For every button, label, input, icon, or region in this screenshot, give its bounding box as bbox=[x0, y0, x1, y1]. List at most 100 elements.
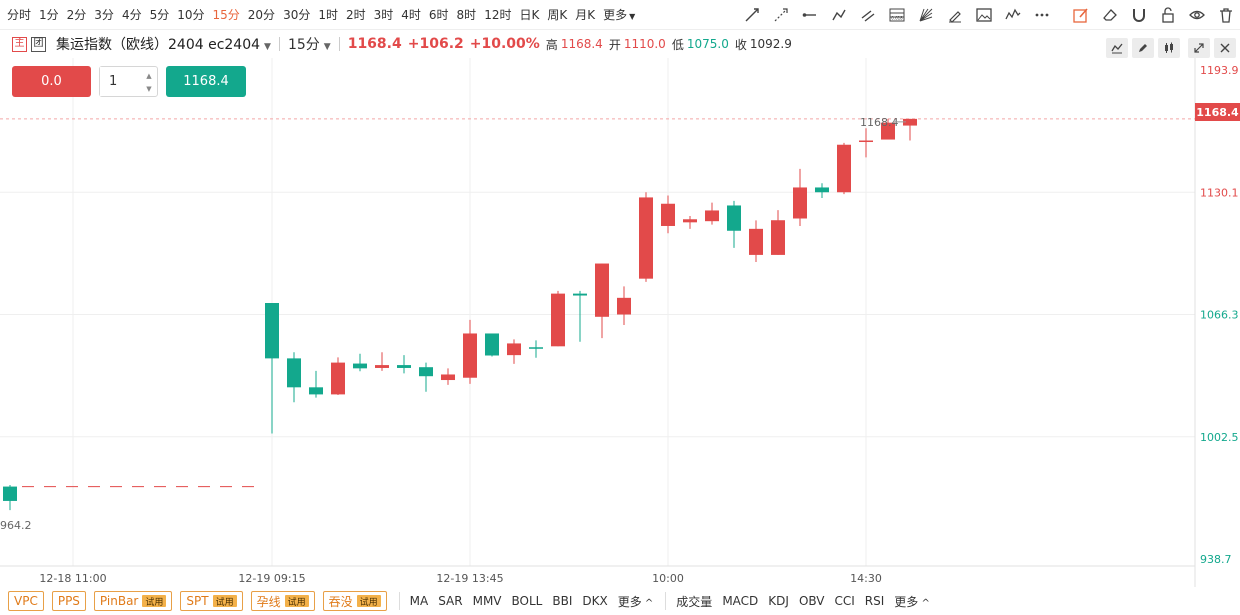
main-indicator-0[interactable]: MA bbox=[409, 594, 429, 608]
timeframe-7[interactable]: 15分 bbox=[212, 8, 240, 22]
timeframe-toolbar: 分时 1分 2分 3分 4分 5分 10分 15分 20分 30分 1时 2时 3时 4时 6时 8时 12时日… bbox=[0, 0, 1240, 30]
fullscreen-icon[interactable] bbox=[1188, 38, 1210, 58]
time-tick-label: 14:30 bbox=[850, 572, 882, 585]
signal-tag-吞没[interactable]: 吞没 试用 bbox=[322, 591, 387, 611]
candle-body bbox=[793, 187, 807, 219]
more-dots-icon[interactable] bbox=[1027, 0, 1056, 30]
drawing-tools: 0.618 bbox=[737, 0, 1240, 30]
time-tick-label: 12-19 09:15 bbox=[238, 572, 305, 585]
image-icon[interactable] bbox=[969, 0, 998, 30]
sub-indicator-1[interactable]: MACD bbox=[722, 594, 759, 608]
polyline-icon[interactable] bbox=[824, 0, 853, 30]
main-indicator-2[interactable]: MMV bbox=[472, 594, 502, 608]
chart-settings-icons bbox=[1102, 38, 1236, 58]
chevron-down-icon: ▼ bbox=[629, 12, 636, 21]
candle-style-icon[interactable] bbox=[1158, 38, 1180, 58]
increment-icon[interactable]: ▲ bbox=[146, 71, 152, 80]
timeframe-1[interactable]: 1分 bbox=[39, 8, 59, 22]
sell-button[interactable]: 0.0 bbox=[12, 66, 91, 97]
timeframe-18[interactable]: 周K bbox=[547, 8, 568, 22]
timeframe-2[interactable]: 2分 bbox=[66, 8, 87, 22]
signal-tag-pinbar[interactable]: PinBar 试用 bbox=[93, 591, 173, 611]
quantity-input[interactable] bbox=[100, 67, 140, 96]
candle-body bbox=[771, 220, 785, 255]
candle-body bbox=[441, 374, 455, 381]
sub-indicator-4[interactable]: CCI bbox=[834, 594, 855, 608]
eraser-icon[interactable] bbox=[1095, 0, 1124, 30]
sub-indicator-3[interactable]: OBV bbox=[798, 594, 825, 608]
timeframe-5[interactable]: 5分 bbox=[149, 8, 170, 22]
signal-tag-label: VPC bbox=[14, 594, 38, 608]
trendline-icon[interactable] bbox=[737, 0, 766, 30]
price-axis bbox=[1195, 58, 1240, 587]
timeframe-4[interactable]: 4分 bbox=[121, 8, 142, 22]
main-indicator-3[interactable]: BOLL bbox=[511, 594, 543, 608]
candlestick-chart[interactable]: 1193.9 1130.1 1066.3 1002.5 938.7 12-18 11:00… bbox=[0, 58, 1240, 587]
high-annotation: 1168.4 bbox=[860, 116, 899, 129]
symbol-selector[interactable]: 集运指数（欧线）2404 ec2404 ▼ bbox=[56, 34, 271, 54]
indicator-icon[interactable] bbox=[1106, 38, 1128, 58]
channel-icon[interactable] bbox=[853, 0, 882, 30]
timeframe-3[interactable]: 3分 bbox=[94, 8, 114, 22]
horizontal-segment-icon[interactable] bbox=[795, 0, 824, 30]
candle-body bbox=[265, 303, 279, 359]
timeframe-8[interactable]: 20分 bbox=[247, 8, 276, 22]
lock-icon[interactable] bbox=[1153, 0, 1182, 30]
timeframe-17[interactable]: 日K bbox=[519, 8, 540, 22]
timeframe-0[interactable]: 分时 bbox=[7, 8, 32, 22]
candle-body bbox=[463, 333, 477, 378]
wave-icon[interactable] bbox=[998, 0, 1027, 30]
main-indicator-6[interactable]: 更多 ^ bbox=[617, 594, 654, 609]
price-change-pct: +10.00% bbox=[469, 36, 540, 52]
fan-icon[interactable] bbox=[911, 0, 940, 30]
timeframe-6[interactable]: 10分 bbox=[177, 8, 205, 22]
main-indicator-1[interactable]: SAR bbox=[438, 594, 463, 608]
timeframe-14[interactable]: 6时 bbox=[428, 8, 449, 22]
eye-icon[interactable] bbox=[1182, 0, 1211, 30]
interval-selector[interactable]: 15分 ▼ bbox=[288, 34, 331, 54]
divider bbox=[665, 592, 667, 610]
timeframe-16[interactable]: 12时 bbox=[484, 8, 512, 22]
fibonacci-icon[interactable]: 0.618 bbox=[882, 0, 911, 30]
candle-body bbox=[837, 144, 851, 193]
timeframe-13[interactable]: 4时 bbox=[401, 8, 421, 22]
main-indicator-4[interactable]: BBI bbox=[552, 594, 573, 608]
sub-indicator-2[interactable]: KDJ bbox=[768, 594, 789, 608]
signal-tag-label: SPT bbox=[186, 594, 209, 608]
pencil-icon[interactable] bbox=[1132, 38, 1154, 58]
timeframe-15[interactable]: 8时 bbox=[456, 8, 477, 22]
signal-tag-label: 孕线 bbox=[256, 594, 281, 609]
close-icon[interactable] bbox=[1214, 38, 1236, 58]
candle-body bbox=[287, 358, 301, 388]
timeframe-19[interactable]: 月K bbox=[575, 8, 596, 22]
trash-icon[interactable] bbox=[1211, 0, 1240, 30]
timeframe-20[interactable]: 更多 ▼ bbox=[603, 8, 636, 22]
timeframe-10[interactable]: 1时 bbox=[318, 8, 338, 22]
brush-icon[interactable] bbox=[940, 0, 969, 30]
divider bbox=[278, 37, 280, 51]
candle-body bbox=[639, 197, 653, 279]
decrement-icon[interactable]: ▼ bbox=[146, 84, 152, 93]
candle-body bbox=[331, 362, 345, 395]
magnet-icon[interactable] bbox=[1124, 0, 1153, 30]
indicator-bar: VPC PPS PinBar 试用 SPT 试用 孕线 试用 吞没 试用 MA SAR MMV BOLL… bbox=[0, 587, 1240, 615]
signal-tag-vpc[interactable]: VPC bbox=[8, 591, 44, 611]
candle-body bbox=[485, 333, 499, 356]
quantity-stepper[interactable]: ▲ ▼ bbox=[99, 66, 158, 97]
signal-tag-孕线[interactable]: 孕线 试用 bbox=[250, 591, 315, 611]
timeframe-11[interactable]: 2时 bbox=[345, 8, 366, 22]
sub-indicator-6[interactable]: 更多 ^ bbox=[894, 594, 930, 609]
candle-body bbox=[815, 187, 829, 193]
timeframe-9[interactable]: 30分 bbox=[283, 8, 311, 22]
sub-indicator-0[interactable]: 成交量 bbox=[676, 594, 713, 609]
ray-icon[interactable] bbox=[766, 0, 795, 30]
sub-indicator-5[interactable]: RSI bbox=[864, 594, 885, 608]
time-tick-label: 12-18 11:00 bbox=[39, 572, 106, 585]
candle-body bbox=[507, 343, 521, 356]
buy-button[interactable]: 1168.4 bbox=[166, 66, 246, 97]
signal-tag-spt[interactable]: SPT 试用 bbox=[180, 591, 243, 611]
timeframe-12[interactable]: 3时 bbox=[373, 8, 394, 22]
edit-icon[interactable] bbox=[1066, 0, 1095, 30]
signal-tag-pps[interactable]: PPS bbox=[51, 591, 86, 611]
main-indicator-5[interactable]: DKX bbox=[582, 594, 608, 608]
